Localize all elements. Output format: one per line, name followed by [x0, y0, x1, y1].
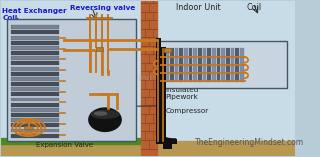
Bar: [11, 123, 60, 127]
Text: Insulated
Pipework: Insulated Pipework: [165, 87, 199, 100]
Bar: [180, 48, 183, 82]
Bar: [11, 134, 60, 138]
Bar: [11, 41, 60, 45]
Bar: [11, 103, 60, 107]
Bar: [221, 48, 225, 82]
Bar: [217, 48, 220, 82]
Text: Check Valve: Check Valve: [170, 61, 214, 67]
Bar: [11, 72, 60, 76]
Text: Outdoor Unit: Outdoor Unit: [30, 20, 85, 29]
Bar: [24, 126, 33, 129]
Bar: [11, 46, 60, 50]
Bar: [189, 48, 192, 82]
Bar: [11, 92, 60, 96]
Polygon shape: [95, 112, 107, 115]
Bar: [11, 82, 60, 86]
Text: Expansion Valve: Expansion Valve: [36, 142, 93, 148]
Bar: [165, 48, 169, 82]
Bar: [1, 141, 294, 156]
Bar: [184, 48, 188, 82]
Bar: [11, 118, 60, 122]
Bar: [226, 48, 230, 82]
Bar: [203, 48, 206, 82]
Bar: [11, 77, 60, 81]
Bar: [11, 129, 60, 133]
Text: TheEngineeringMindset.com: TheEngineeringMindset.com: [195, 138, 304, 147]
Bar: [11, 36, 60, 40]
Bar: [11, 56, 60, 60]
Bar: [141, 1, 157, 156]
Bar: [158, 41, 287, 88]
Bar: [235, 48, 239, 82]
Bar: [7, 19, 136, 141]
Bar: [11, 25, 60, 29]
Bar: [193, 48, 197, 82]
Bar: [86, 17, 112, 19]
Bar: [164, 48, 171, 52]
Text: Heat Exchanger
Coil: Heat Exchanger Coil: [2, 8, 67, 21]
Bar: [11, 51, 60, 55]
Text: Reversing valve: Reversing valve: [70, 5, 135, 11]
Text: TheEngineeringMindset.com: TheEngineeringMindset.com: [60, 74, 189, 83]
Polygon shape: [89, 108, 121, 131]
Bar: [161, 48, 164, 82]
Text: Coil: Coil: [246, 3, 261, 12]
Bar: [11, 67, 60, 70]
Bar: [96, 47, 103, 51]
Bar: [240, 48, 244, 82]
Text: Compressor: Compressor: [165, 108, 208, 114]
Bar: [198, 48, 202, 82]
Bar: [231, 48, 234, 82]
Text: Indoor Unit: Indoor Unit: [175, 3, 220, 12]
Bar: [11, 98, 60, 101]
Bar: [11, 87, 60, 91]
Bar: [207, 48, 211, 82]
Bar: [11, 30, 60, 34]
Bar: [11, 62, 60, 65]
Polygon shape: [91, 110, 119, 118]
Bar: [212, 48, 216, 82]
Bar: [1, 138, 141, 144]
Bar: [11, 108, 60, 112]
Bar: [170, 48, 174, 82]
Bar: [175, 48, 179, 82]
Bar: [11, 113, 60, 117]
